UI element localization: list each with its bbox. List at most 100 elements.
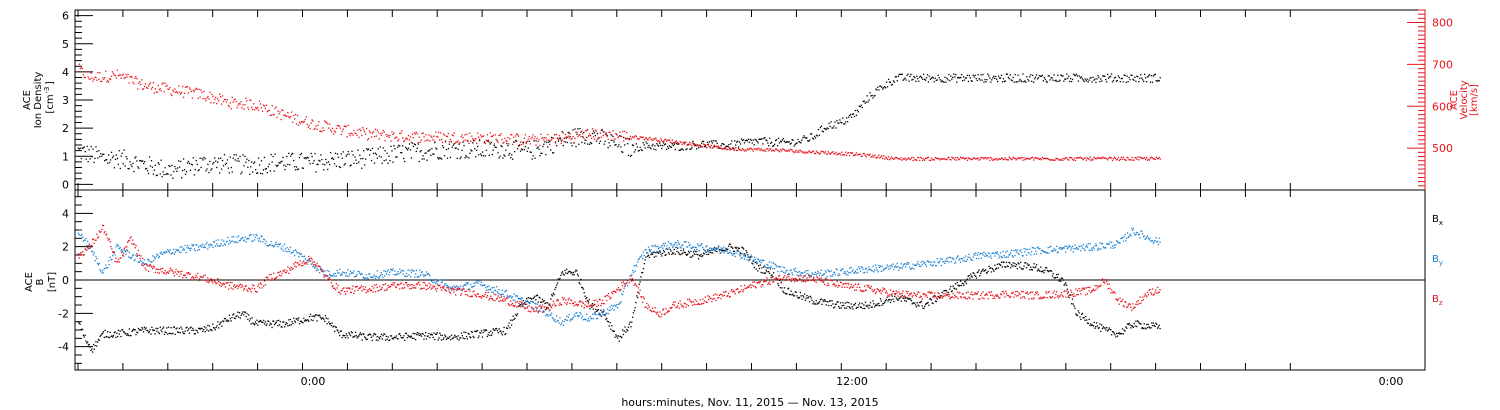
by-point <box>1137 234 1140 236</box>
by-point <box>281 248 283 251</box>
bx-point <box>898 298 900 300</box>
bz-point <box>85 248 87 251</box>
velocity-point <box>980 156 982 159</box>
by-point <box>1028 252 1030 254</box>
velocity-point <box>386 135 388 138</box>
bx-point <box>1134 325 1136 327</box>
velocity-point <box>321 130 323 133</box>
density-point <box>629 155 632 157</box>
by-point <box>1001 256 1004 259</box>
velocity-point <box>322 127 324 129</box>
bx-point <box>546 302 549 304</box>
bx-point <box>1028 264 1030 266</box>
by-point <box>986 255 988 257</box>
density-point <box>991 79 993 81</box>
density-point <box>179 166 181 168</box>
density-point <box>711 142 713 144</box>
by-point <box>134 258 136 261</box>
velocity-point <box>1072 159 1075 161</box>
by-point <box>870 269 872 272</box>
by-point <box>264 242 267 245</box>
by-point <box>580 313 582 315</box>
bx-point <box>551 294 553 296</box>
density-point <box>479 153 482 155</box>
density-point <box>994 77 996 80</box>
density-point <box>640 149 642 151</box>
velocity-point <box>637 138 639 140</box>
bx-point <box>233 317 236 319</box>
density-point <box>470 149 472 151</box>
by-point <box>786 269 788 271</box>
bx-point <box>1116 335 1119 337</box>
bx-point <box>852 308 854 310</box>
bx-point <box>410 335 413 337</box>
velocity-point <box>618 136 620 138</box>
by-point <box>1134 234 1136 236</box>
bx-point <box>793 295 795 297</box>
bx-point <box>837 300 839 303</box>
velocity-point <box>305 116 307 118</box>
velocity-point <box>227 104 230 107</box>
bx-point <box>141 327 143 329</box>
velocity-point <box>513 136 515 139</box>
density-point <box>126 158 128 160</box>
by-point <box>728 252 731 254</box>
bx-point <box>678 253 681 255</box>
bx-point <box>797 297 799 299</box>
by-point <box>793 268 795 270</box>
by-point <box>249 234 252 236</box>
by-point <box>279 243 282 245</box>
by-point <box>331 274 333 277</box>
density-point <box>1002 78 1005 80</box>
density-point <box>233 154 235 156</box>
velocity-point <box>334 131 337 133</box>
bx-point <box>416 332 418 334</box>
density-point <box>613 141 615 143</box>
velocity-point <box>210 102 212 104</box>
by-point <box>980 257 983 259</box>
by-point <box>868 268 871 270</box>
bx-point <box>1101 327 1104 330</box>
velocity-point <box>328 127 330 129</box>
bx-point <box>421 332 423 335</box>
velocity-point <box>92 80 94 82</box>
by-point <box>1052 249 1054 252</box>
bx-point <box>122 329 124 331</box>
by-point <box>377 276 379 279</box>
by-point <box>1092 246 1094 249</box>
bx-point <box>514 317 516 320</box>
velocity-point <box>866 153 868 156</box>
bx-point <box>997 267 999 269</box>
density-point <box>898 73 900 76</box>
density-point <box>528 140 530 142</box>
velocity-point <box>1075 157 1078 159</box>
bx-point <box>736 246 738 249</box>
bx-point <box>813 301 815 303</box>
velocity-point <box>522 143 525 145</box>
by-point <box>400 270 403 272</box>
bx-point <box>392 338 394 340</box>
velocity-point <box>161 83 163 85</box>
density-point <box>384 150 386 152</box>
by-point <box>1155 237 1157 239</box>
velocity-point <box>641 136 643 139</box>
velocity-point <box>744 149 747 151</box>
density-point <box>380 156 382 158</box>
by-point <box>1038 248 1040 250</box>
by-point <box>322 269 324 271</box>
velocity-point <box>1036 157 1039 159</box>
by-point <box>228 239 231 241</box>
bx-point <box>836 301 838 303</box>
bz-point <box>88 243 90 245</box>
bx-point <box>91 351 94 353</box>
bx-point <box>422 333 424 335</box>
density-point <box>106 162 109 164</box>
density-point <box>986 78 988 81</box>
by-point <box>891 265 893 268</box>
velocity-point <box>1147 158 1150 160</box>
by-point <box>1145 237 1147 239</box>
velocity-point <box>488 141 490 143</box>
velocity-point <box>495 138 497 140</box>
density-point <box>778 142 781 144</box>
bx-point <box>430 333 433 335</box>
